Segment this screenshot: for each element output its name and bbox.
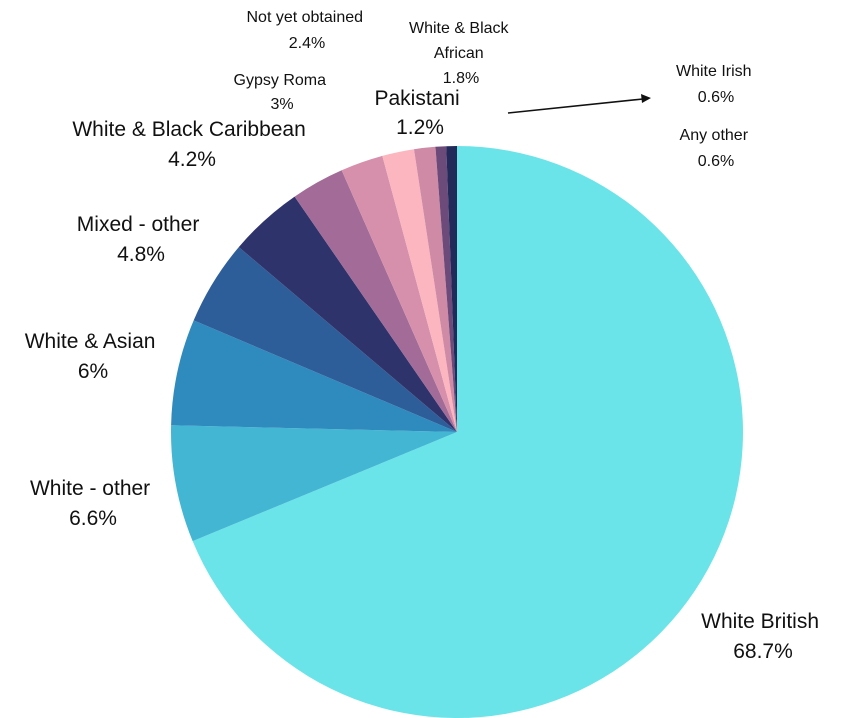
label-mixed-other-name: Mixed - other	[77, 213, 200, 236]
callout-arrow-head	[641, 94, 651, 103]
pie-slice-white-irish	[435, 146, 457, 432]
label-white-black-african-value: 1.8%	[443, 70, 479, 87]
label-white-asian-name: White & Asian	[25, 330, 156, 353]
label-not-yet-obtained-name: Not yet obtained	[247, 9, 364, 26]
pie-slice-white-asian	[171, 320, 457, 432]
label-white-black-african-name-2: African	[434, 45, 484, 62]
label-gypsy-roma-name: Gypsy Roma	[234, 72, 327, 89]
pie-slice-white-black-african	[382, 149, 457, 432]
label-any-other-value: 0.6%	[698, 153, 734, 170]
label-any-other-name: Any other	[680, 127, 749, 144]
svg-text:Gypsy Roma 3%: Gypsy Roma 3%	[234, 72, 331, 113]
pie-slice-pakistani	[413, 146, 457, 432]
pie-slice-white-other	[171, 425, 457, 542]
svg-text:Not yet obtained 2.4%: Not yet obtained 2.4%	[247, 9, 368, 52]
label-white-black-african-name-1: White & Black	[409, 20, 510, 37]
pie-slice-white-british	[192, 146, 743, 718]
svg-text:White & Asian 6%: White & Asian 6%	[25, 330, 162, 383]
svg-text:White & Black African: White & Black African 1.8%	[409, 20, 513, 87]
label-white-british-name: White British	[701, 610, 819, 633]
label-white-other-value: 6.6%	[69, 507, 117, 530]
label-mixed-other-value: 4.8%	[117, 243, 165, 266]
slice-labels: White British 68.7% White - other 6.6% W…	[25, 9, 825, 663]
label-not-yet-obtained-value: 2.4%	[289, 35, 325, 52]
label-white-irish-name: White Irish	[676, 63, 752, 80]
svg-text:Pakistani 1.2%: Pakistani 1.2%	[374, 87, 465, 139]
svg-text:White Irish 0.6%: White Irish 0.6%	[676, 63, 756, 106]
label-pakistani-value: 1.2%	[396, 116, 444, 139]
svg-text:Mixed - other 4.8%: Mixed - other 4.8%	[77, 213, 205, 266]
label-white-asian-value: 6%	[78, 360, 108, 383]
label-white-black-caribbean-value: 4.2%	[168, 148, 216, 171]
pie-slice-white-black-caribbean	[238, 196, 457, 432]
label-white-british-value: 68.7%	[733, 640, 793, 663]
label-white-irish-value: 0.6%	[698, 89, 734, 106]
pie-slices	[171, 145, 743, 718]
svg-text:Any other 0.6%: Any other 0.6%	[680, 127, 753, 170]
svg-text:White & Black Caribbean: White & Black Caribbean 4.2%	[72, 118, 311, 171]
label-gypsy-roma-value: 3%	[270, 96, 293, 113]
pie-slice-gypsy-roma	[294, 170, 457, 433]
svg-text:White British 68.7%: White British 68.7%	[701, 610, 825, 663]
pie-slice-not-yet-obtained	[341, 155, 457, 433]
label-white-black-caribbean-name: White & Black Caribbean	[72, 118, 305, 141]
callout-arrow-line	[507, 98, 644, 114]
label-white-other-name: White - other	[30, 477, 150, 500]
pie-slice-mixed-other	[193, 247, 457, 432]
svg-text:White - other 6.6%: White - other 6.6%	[30, 477, 156, 530]
label-pakistani-name: Pakistani	[374, 87, 459, 110]
pie-slice-any-other	[446, 145, 457, 432]
